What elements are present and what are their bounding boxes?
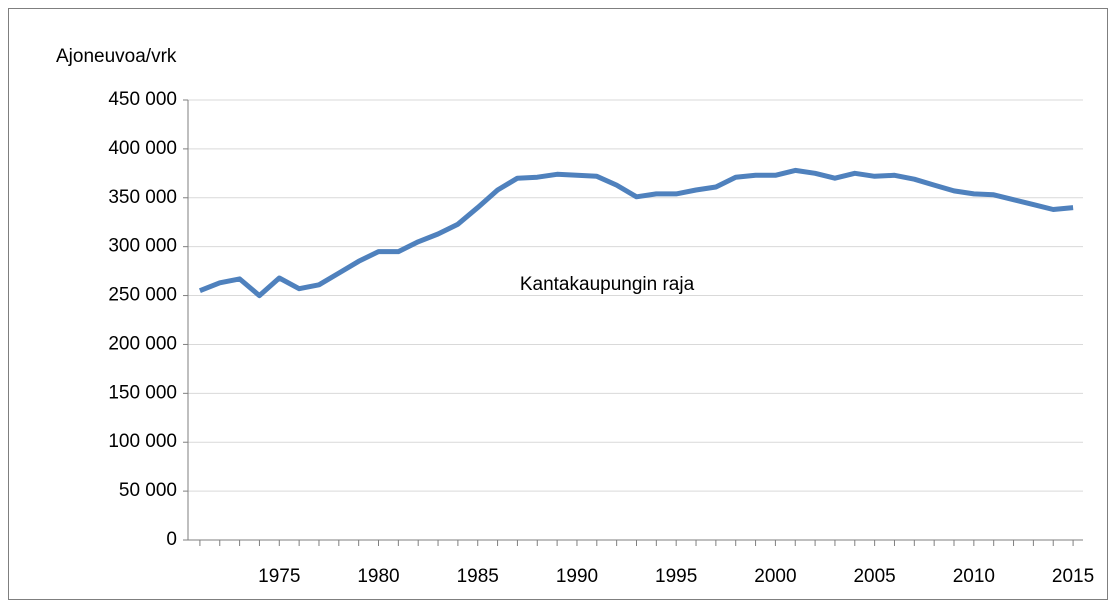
y-tick-label: 300 000 xyxy=(108,236,177,257)
y-tick-label: 350 000 xyxy=(108,187,177,208)
x-tick-label: 1995 xyxy=(655,566,697,587)
x-tick-label: 1980 xyxy=(357,566,399,587)
y-tick-label: 250 000 xyxy=(108,285,177,306)
y-tick-label: 100 000 xyxy=(108,431,177,452)
y-tick-label: 450 000 xyxy=(108,89,177,110)
y-tick-label: 400 000 xyxy=(108,138,177,159)
y-tick-label: 200 000 xyxy=(108,333,177,354)
line-series xyxy=(198,167,1074,299)
x-tick-label: 2000 xyxy=(754,566,796,587)
x-tick-label: 2005 xyxy=(853,566,895,587)
y-tick-label: 150 000 xyxy=(108,382,177,403)
y-tick-label: 0 xyxy=(166,529,177,550)
x-tick-label: 2010 xyxy=(953,566,995,587)
y-axis-label: Ajoneuvoa/vrk xyxy=(56,46,177,67)
y-tick-label: 50 000 xyxy=(119,480,177,501)
chart-frame xyxy=(8,8,1108,600)
x-tick-label: 2015 xyxy=(1052,566,1094,587)
x-tick-label: 1990 xyxy=(556,566,598,587)
x-tick-label: 1985 xyxy=(457,566,499,587)
x-tick-label: 1975 xyxy=(258,566,300,587)
annotation: Kantakaupungin raja xyxy=(520,274,695,295)
